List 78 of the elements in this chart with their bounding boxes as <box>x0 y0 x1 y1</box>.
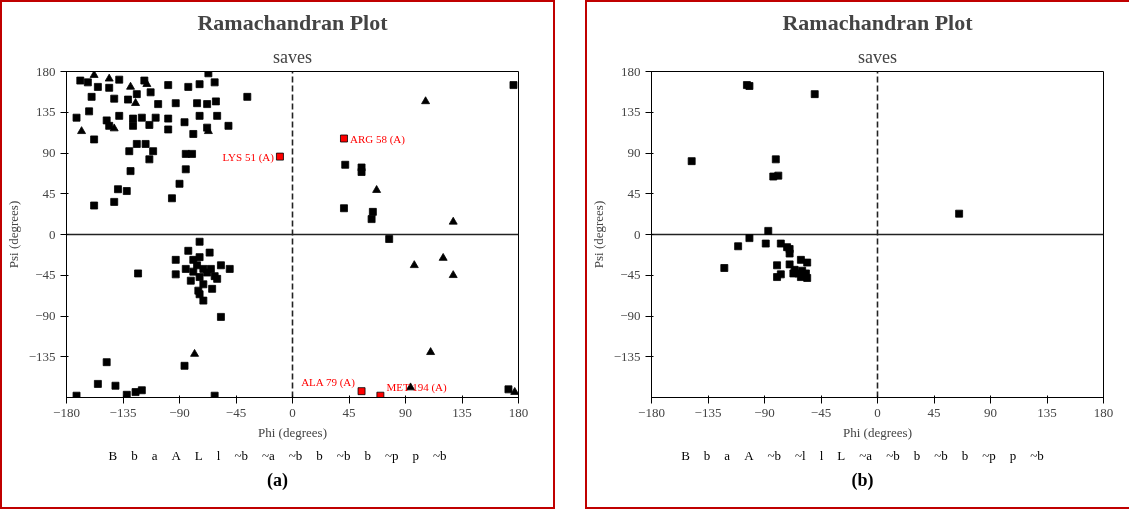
annotation: LYS 51 (A) <box>222 150 275 164</box>
text: b <box>913 448 921 463</box>
text: b <box>961 448 969 463</box>
y-tick-label: −90 <box>620 308 641 323</box>
x-tick-label: 0 <box>874 404 881 420</box>
y-tick-label: 0 <box>634 226 641 242</box>
text: ~a <box>859 448 873 463</box>
y-tick-label: 180 <box>621 63 641 79</box>
text: ~p <box>982 448 996 463</box>
x-tick-label: −45 <box>810 404 832 420</box>
x-tick-label: −135 <box>109 404 137 420</box>
x-tick-label: 90 <box>984 404 997 420</box>
x-tick-label: 45 <box>927 404 941 420</box>
text: B <box>681 448 690 463</box>
text: p <box>1009 448 1017 463</box>
annotation: ARG 58 (A) <box>349 132 406 146</box>
text: ~l <box>795 448 806 463</box>
y-tick-label: 0 <box>49 226 56 242</box>
text: ~b <box>288 448 303 463</box>
text: A <box>171 448 181 463</box>
text: ~b <box>886 448 900 463</box>
text: ~a <box>261 448 275 463</box>
x-tick-label: −135 <box>694 404 722 420</box>
y-axis-title: Psi (degrees) <box>590 200 606 269</box>
x-tick-label: −90 <box>169 404 190 420</box>
y-tick-label: 180 <box>36 63 56 79</box>
chart-title: Ramachandran Plot <box>197 9 389 35</box>
y-tick-label: −45 <box>620 267 641 283</box>
chart-subtitle: saves <box>858 46 898 67</box>
x-tick-label: 135 <box>1037 404 1057 420</box>
text: b <box>316 448 323 463</box>
text: ~b <box>767 448 782 463</box>
text: ~b <box>234 448 248 463</box>
text: ~p <box>384 448 399 463</box>
text: L <box>194 448 203 463</box>
text: b <box>364 448 371 463</box>
x-tick-label: 180 <box>508 404 529 420</box>
text: (b) <box>850 468 875 492</box>
text: ~b <box>432 448 447 463</box>
text: (a) <box>266 468 289 492</box>
y-tick-label: −135 <box>28 348 56 364</box>
y-tick-label: 45 <box>627 185 641 201</box>
y-tick-label: −90 <box>35 308 56 323</box>
text: p <box>412 448 419 463</box>
y-tick-label: 90 <box>627 145 641 160</box>
text: a <box>151 448 158 463</box>
y-tick-label: 135 <box>621 104 641 120</box>
x-tick-label: −90 <box>754 404 775 420</box>
y-tick-label: −135 <box>613 348 641 364</box>
x-axis-title: Phi (degrees) <box>258 424 327 440</box>
x-axis-title: Phi (degrees) <box>843 424 912 440</box>
text: B <box>108 448 118 463</box>
text: ~b <box>336 448 351 463</box>
chart-title: Ramachandran Plot <box>782 9 974 35</box>
x-tick-label: 0 <box>289 404 296 420</box>
text: ~b <box>1030 448 1044 463</box>
annotation: ALA 79 (A) <box>301 376 356 390</box>
text: A <box>744 448 754 463</box>
text: ~b <box>934 448 948 463</box>
y-tick-label: −45 <box>35 267 56 283</box>
y-tick-label: 45 <box>42 185 56 201</box>
text: L <box>837 448 846 463</box>
text: b <box>131 448 138 463</box>
x-tick-label: 90 <box>399 404 412 420</box>
y-tick-label: 90 <box>42 145 56 160</box>
text: l <box>819 448 824 463</box>
text: b <box>703 448 711 463</box>
y-tick-label: 135 <box>36 104 56 120</box>
y-axis-title: Psi (degrees) <box>5 200 21 269</box>
x-tick-label: 135 <box>452 404 472 420</box>
chart-subtitle: saves <box>273 46 313 67</box>
x-tick-label: −180 <box>638 404 665 420</box>
x-tick-label: −180 <box>53 404 80 420</box>
x-tick-label: −45 <box>225 404 247 420</box>
x-tick-label: 45 <box>342 404 356 420</box>
text: a <box>724 448 731 463</box>
x-tick-label: 180 <box>1093 404 1114 420</box>
text: l <box>216 448 221 463</box>
